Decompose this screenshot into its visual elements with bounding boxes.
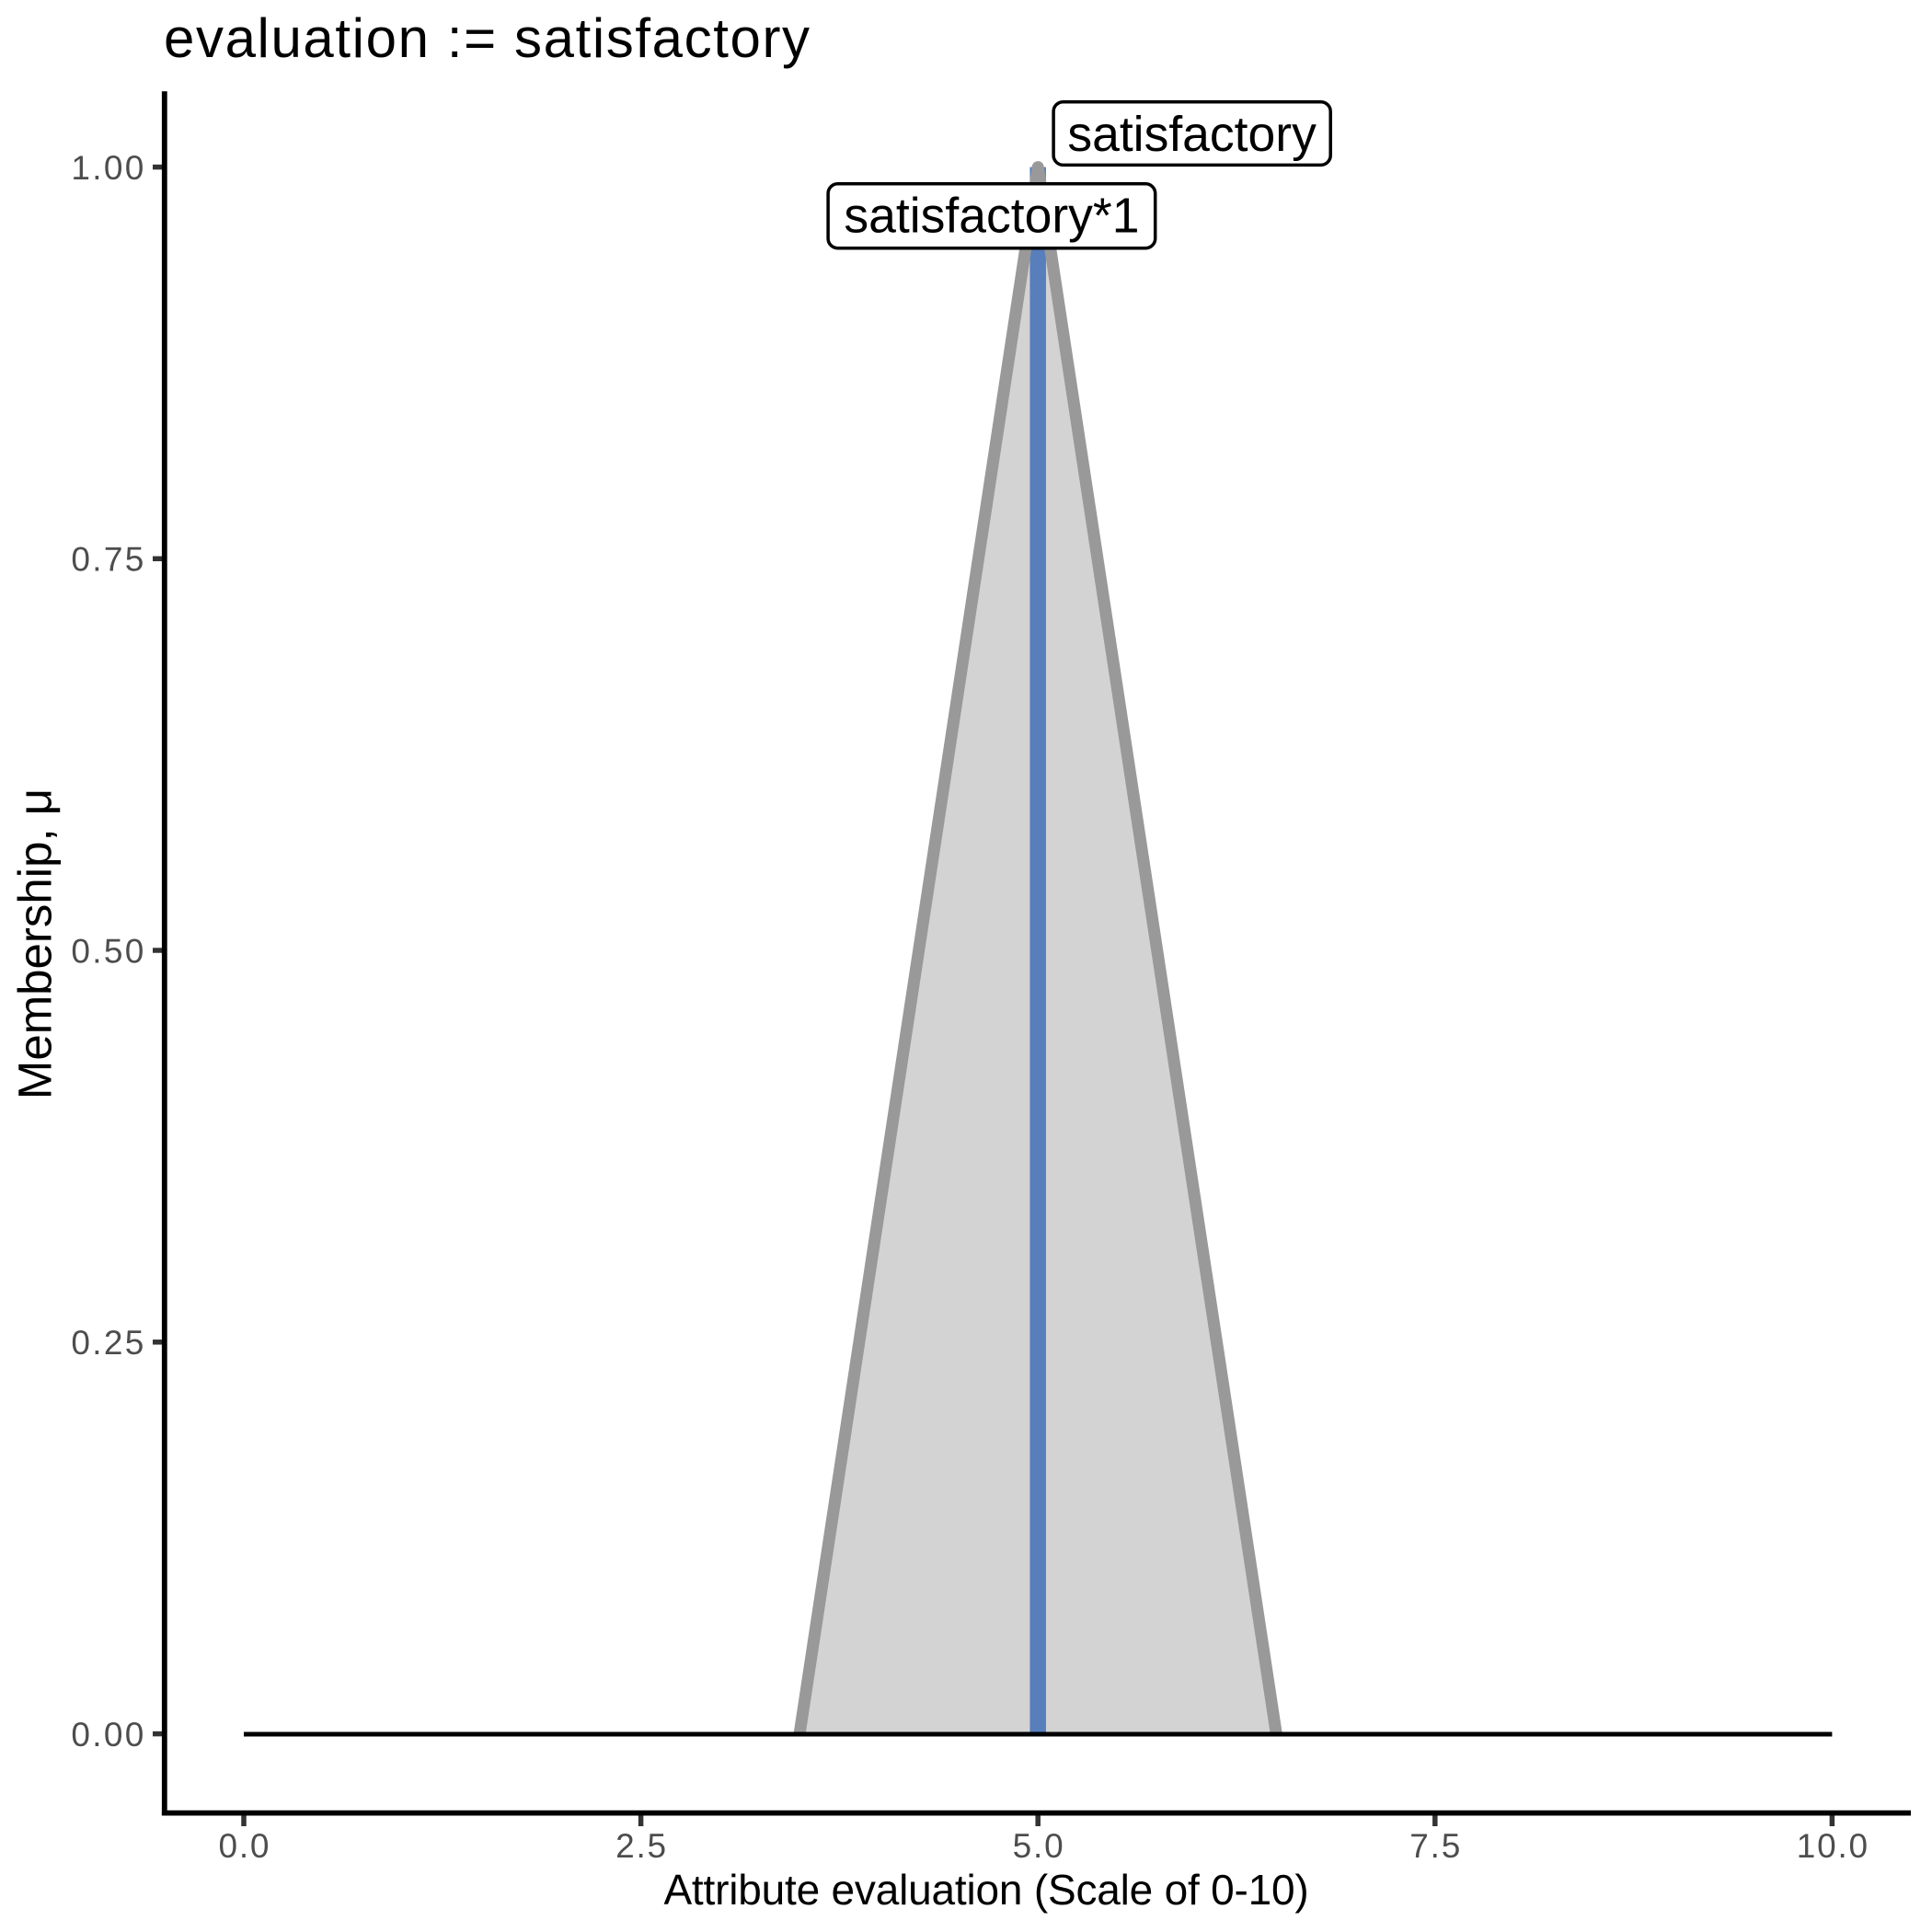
svg-text:0.75: 0.75 <box>71 541 145 579</box>
svg-text:1.00: 1.00 <box>71 149 145 187</box>
svg-text:0.0: 0.0 <box>218 1827 270 1865</box>
svg-text:evaluation := satisfactory: evaluation := satisfactory <box>164 7 811 69</box>
svg-text:0.25: 0.25 <box>71 1324 145 1362</box>
svg-text:7.5: 7.5 <box>1409 1827 1462 1865</box>
svg-text:Attribute evaluation (Scale of: Attribute evaluation (Scale of 0-10) <box>663 1866 1308 1914</box>
svg-text:satisfactory: satisfactory <box>1067 108 1317 162</box>
svg-text:0.50: 0.50 <box>71 932 145 970</box>
svg-text:5.0: 5.0 <box>1013 1827 1065 1865</box>
svg-text:0.00: 0.00 <box>71 1716 145 1754</box>
svg-text:Membership, μ: Membership, μ <box>9 788 62 1099</box>
svg-text:2.5: 2.5 <box>615 1827 668 1865</box>
svg-text:satisfactory*1: satisfactory*1 <box>844 190 1139 244</box>
svg-text:10.0: 10.0 <box>1797 1827 1869 1865</box>
